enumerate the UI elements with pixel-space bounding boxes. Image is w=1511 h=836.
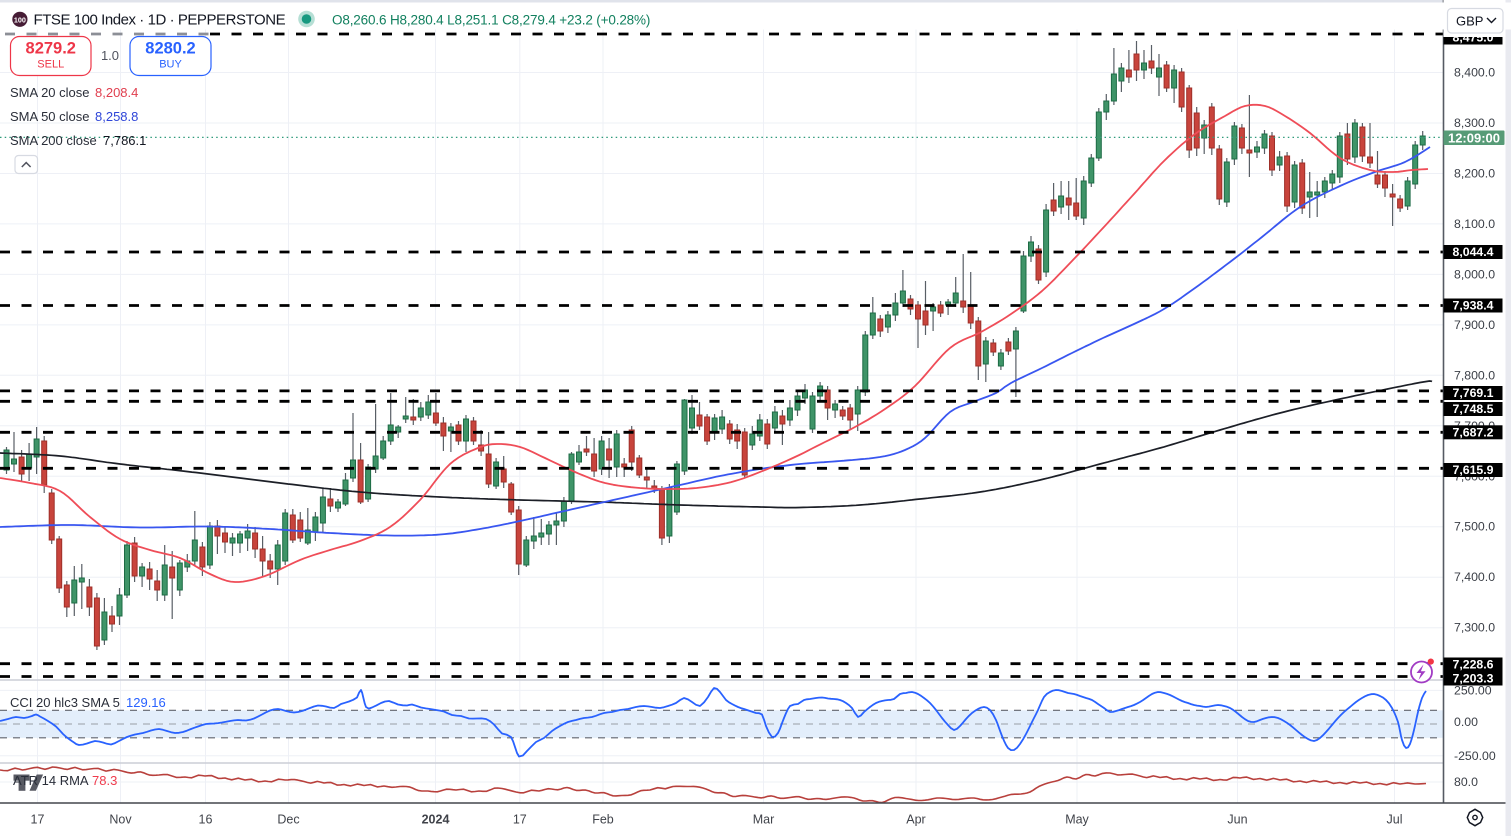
- svg-text:0.00: 0.00: [1454, 715, 1478, 729]
- svg-text:SMA 50 close: SMA 50 close: [10, 109, 90, 124]
- svg-text:78.3: 78.3: [92, 773, 117, 788]
- svg-text:8,000.0: 8,000.0: [1454, 267, 1495, 281]
- svg-text:7,203.3: 7,203.3: [1452, 672, 1493, 686]
- svg-text:8,044.4: 8,044.4: [1452, 245, 1493, 259]
- svg-text:FTSE 100 Index · 1D · PEPPERST: FTSE 100 Index · 1D · PEPPERSTONE: [34, 12, 286, 29]
- svg-text:SMA 200 close: SMA 200 close: [10, 133, 97, 148]
- svg-text:7,400.0: 7,400.0: [1454, 570, 1495, 584]
- svg-text:SELL: SELL: [37, 59, 64, 71]
- svg-text:7,900.0: 7,900.0: [1454, 318, 1495, 332]
- svg-text:Apr: Apr: [906, 813, 925, 827]
- svg-text:129.16: 129.16: [126, 695, 166, 710]
- svg-text:250.00: 250.00: [1454, 683, 1492, 697]
- svg-text:7,800.0: 7,800.0: [1454, 368, 1495, 382]
- svg-text:80.0: 80.0: [1454, 775, 1478, 789]
- svg-text:Nov: Nov: [109, 813, 132, 827]
- svg-text:GBP: GBP: [1456, 14, 1483, 29]
- svg-text:ATR 14 RMA: ATR 14 RMA: [13, 773, 89, 788]
- svg-text:Jun: Jun: [1227, 813, 1247, 827]
- svg-text:100: 100: [14, 15, 26, 24]
- svg-text:7,500.0: 7,500.0: [1454, 520, 1495, 534]
- svg-text:Jul: Jul: [1387, 813, 1403, 827]
- svg-text:Mar: Mar: [753, 813, 775, 827]
- svg-text:7,615.9: 7,615.9: [1452, 463, 1493, 477]
- svg-text:8280.2: 8280.2: [145, 40, 195, 58]
- svg-text:O8,260.6 H8,280.4 L8,251.1 C8,: O8,260.6 H8,280.4 L8,251.1 C8,279.4 +23.…: [332, 13, 650, 28]
- svg-text:7,786.1: 7,786.1: [103, 133, 146, 148]
- svg-text:8,200.0: 8,200.0: [1454, 166, 1495, 180]
- svg-text:7,769.1: 7,769.1: [1452, 386, 1493, 400]
- svg-text:Dec: Dec: [277, 813, 299, 827]
- svg-text:7,300.0: 7,300.0: [1454, 621, 1495, 635]
- svg-text:8,208.4: 8,208.4: [95, 85, 138, 100]
- svg-text:-250.00: -250.00: [1454, 749, 1496, 763]
- svg-text:CCI 20 hlc3 SMA 5: CCI 20 hlc3 SMA 5: [10, 695, 120, 710]
- svg-text:7,748.5: 7,748.5: [1452, 402, 1493, 416]
- svg-text:Feb: Feb: [592, 813, 614, 827]
- svg-text:SMA 20 close: SMA 20 close: [10, 85, 90, 100]
- svg-text:7,228.6: 7,228.6: [1452, 658, 1493, 672]
- svg-text:8,400.0: 8,400.0: [1454, 66, 1495, 80]
- svg-text:7,938.4: 7,938.4: [1452, 299, 1493, 313]
- svg-text:8,258.8: 8,258.8: [95, 109, 138, 124]
- svg-text:2024: 2024: [422, 813, 450, 827]
- svg-text:8,100.0: 8,100.0: [1454, 217, 1495, 231]
- svg-text:17: 17: [31, 813, 45, 827]
- svg-text:12:09:00: 12:09:00: [1448, 131, 1500, 146]
- svg-text:BUY: BUY: [159, 59, 182, 71]
- svg-text:16: 16: [199, 813, 213, 827]
- svg-text:7,687.2: 7,687.2: [1452, 425, 1493, 439]
- svg-text:17: 17: [513, 813, 527, 827]
- svg-text:8279.2: 8279.2: [26, 40, 76, 58]
- svg-text:May: May: [1065, 813, 1089, 827]
- svg-text:1.0: 1.0: [101, 48, 119, 63]
- svg-text:8,300.0: 8,300.0: [1454, 116, 1495, 130]
